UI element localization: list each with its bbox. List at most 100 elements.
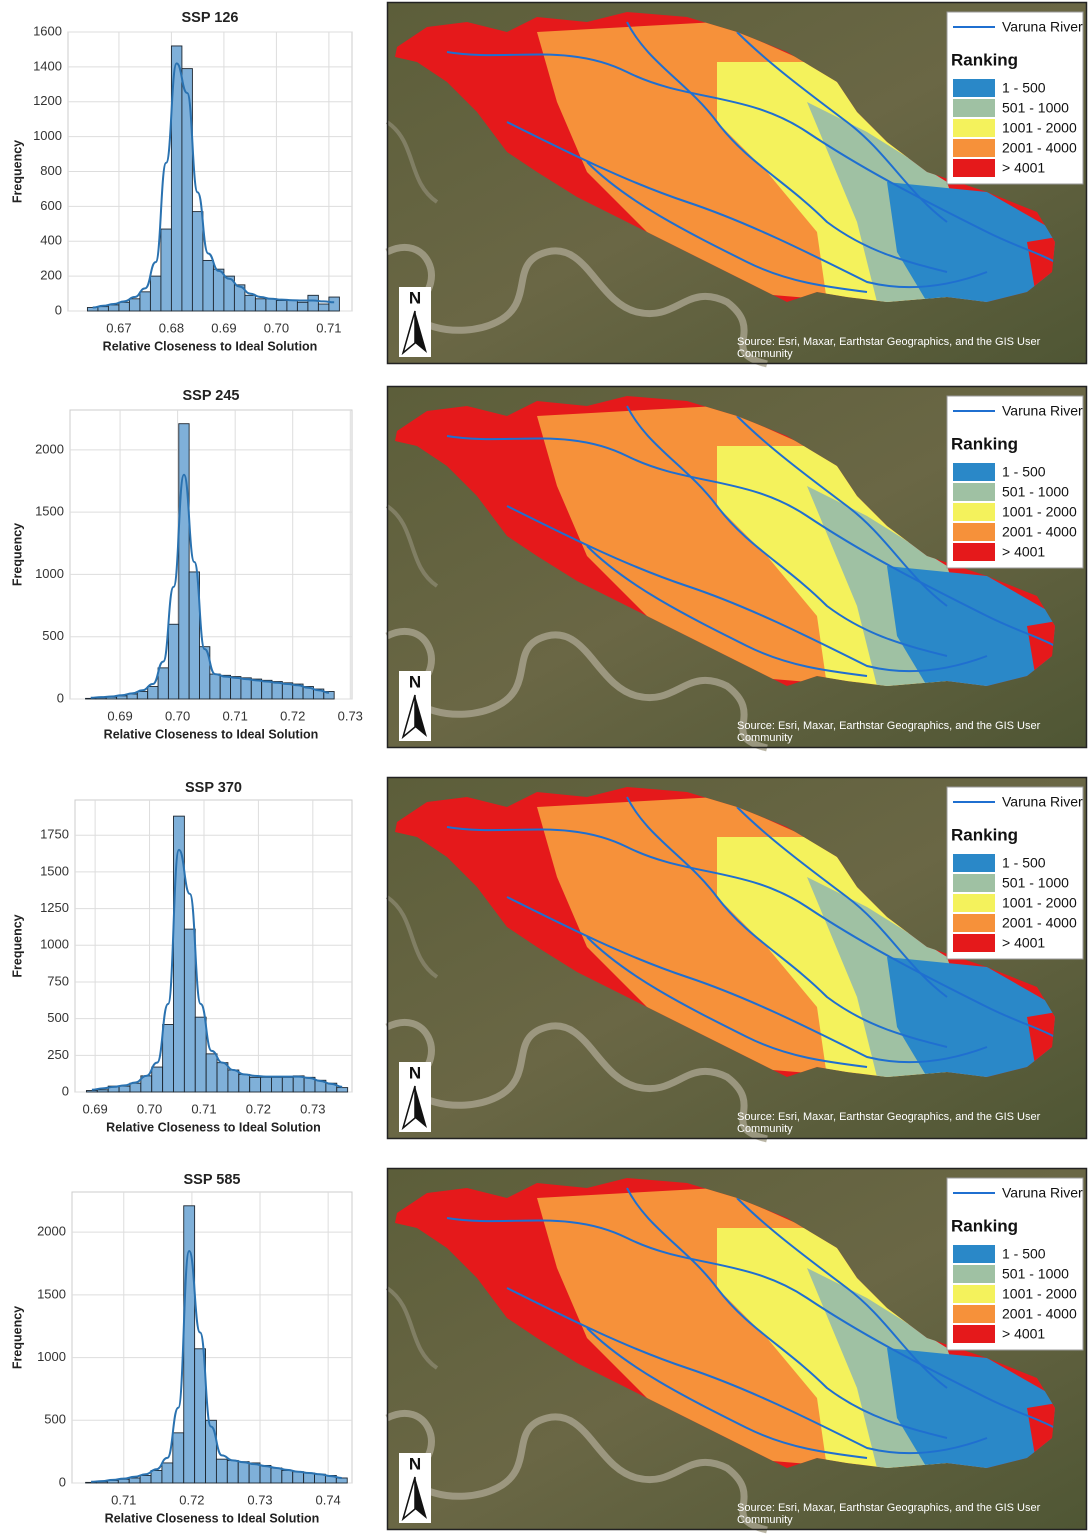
legend-swatch [953,139,995,157]
legend-title: Ranking [951,825,1018,844]
histogram-bar [303,1472,315,1484]
y-tick-label: 800 [40,163,62,178]
north-arrow: N [399,287,431,357]
histogram-bar [281,1076,294,1093]
y-tick-label: 1000 [35,566,64,581]
source-credit: Community [737,1123,793,1135]
north-arrow-right [415,695,427,737]
map-border [386,776,1088,1140]
x-tick-label: 0.69 [107,708,132,723]
y-tick-label: 750 [47,973,69,988]
kde-line [92,62,335,309]
histogram-bar [215,1458,228,1484]
legend-title: Ranking [951,434,1018,453]
x-tick-label: 0.71 [191,1101,216,1116]
histogram-bar [336,1087,349,1093]
y-tick-label: 1400 [33,58,62,73]
y-tick-label: 0 [62,1083,69,1098]
histogram-bar [160,228,172,312]
map-panel: Varuna River Ranking 1 - 500 501 - 1000 1001… [387,777,1087,1139]
histogram-bar [271,681,283,700]
map-border [386,1167,1088,1531]
legend-river-label: Varuna River [1002,1185,1083,1201]
histogram-bar [161,1462,174,1484]
histogram-bar [250,678,263,700]
legend-label: > 4001 [1002,160,1045,176]
histogram-bar [96,1089,109,1093]
legend-label: 2001 - 4000 [1002,140,1077,156]
histogram-bar [107,304,120,312]
legend-swatch [953,99,995,117]
legend-swatch [953,483,995,501]
histogram-bar [136,691,149,700]
y-tick-label: 500 [44,1412,66,1427]
y-tick-label: 1000 [40,937,69,952]
north-arrow: N [399,1453,431,1523]
histogram-bar [270,1467,283,1484]
y-tick-label: 1500 [35,504,64,519]
legend-label: 1 - 500 [1002,1246,1046,1262]
y-tick-label: 1000 [33,128,62,143]
y-tick-label: 1250 [40,900,69,915]
histogram-bar [227,1069,240,1093]
histogram-bar [328,296,340,312]
x-tick-label: 0.73 [300,1101,325,1116]
legend-label: 501 - 1000 [1002,100,1069,116]
histogram-bar [172,1432,185,1484]
legend-label: 2001 - 4000 [1002,524,1077,540]
histogram-bar [150,1470,163,1484]
histogram-bar [248,1462,261,1484]
chart-title: SSP 585 [184,1172,241,1188]
y-tick-label: 2000 [35,441,64,456]
legend-swatch [953,934,995,952]
legend-box [946,11,1084,185]
legend-swatch [953,1305,995,1323]
legend-swatch [953,1265,995,1283]
legend-label: 1001 - 2000 [1002,1286,1077,1302]
legend-label: 501 - 1000 [1002,875,1069,891]
y-tick-label: 1500 [40,863,69,878]
legend-swatch [953,79,995,97]
x-tick-label: 0.70 [165,708,190,723]
x-tick-label: 0.69 [82,1101,107,1116]
legend-swatch [953,1325,995,1343]
north-arrow-right [415,1086,427,1128]
legend-label: > 4001 [1002,935,1045,951]
north-arrow: N [399,1062,431,1132]
map-panel: Varuna River Ranking 1 - 500 501 - 1000 1001… [387,1168,1087,1530]
histogram-bar [202,259,214,312]
map-border [386,385,1088,749]
kde-line [90,473,330,699]
map-border [386,1,1088,365]
legend-label: 1 - 500 [1002,80,1046,96]
histogram-bar [194,1016,207,1093]
y-tick-label: 250 [47,1047,69,1062]
histogram-bar [178,423,190,700]
x-tick-label: 0.72 [179,1492,204,1507]
histogram-bar [249,1076,262,1093]
histogram-bar [191,211,204,312]
y-tick-label: 2000 [37,1224,66,1239]
source-credit: Community [737,732,793,744]
x-tick-label: 0.71 [316,320,341,335]
legend-label: 1 - 500 [1002,855,1046,871]
source-credit: Community [737,348,793,360]
histogram-bar [254,298,267,312]
y-axis-label: Frequency [10,914,24,977]
legend-swatch [953,503,995,521]
x-axis-label: Relative Closeness to Ideal Solution [104,727,319,741]
histogram-bar [194,1348,206,1484]
histogram-bar [181,68,193,312]
legend-swatch [953,119,995,137]
source-credit: Source: Esri, Maxar, Earthstar Geographi… [737,336,1041,348]
y-tick-label: 600 [40,198,62,213]
legend-swatch [953,523,995,541]
legend-swatch [953,1245,995,1263]
source-credit: Community [737,1514,793,1526]
histogram-bar [275,300,288,312]
x-axis-label: Relative Closeness to Ideal Solution [103,339,318,353]
source-credit: Source: Esri, Maxar, Earthstar Geographi… [737,1502,1041,1514]
x-tick-label: 0.71 [223,708,248,723]
